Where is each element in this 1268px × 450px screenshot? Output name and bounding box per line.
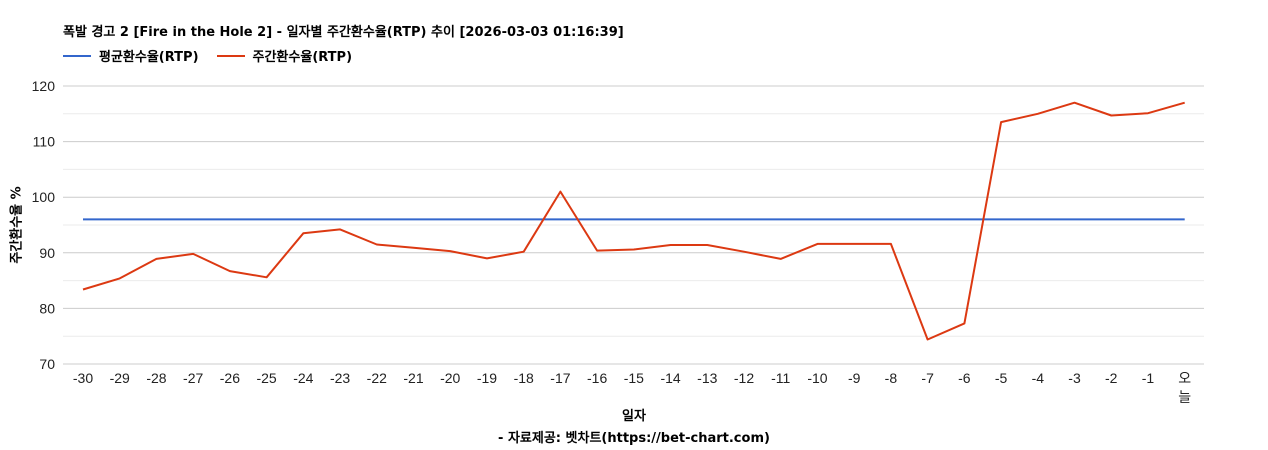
gridlines [63, 85, 1204, 365]
x-tick-label: -24 [293, 370, 313, 386]
x-tick-label: -25 [256, 370, 276, 386]
legend-label: 주간환수율(RTP) [252, 50, 353, 65]
series-line[interactable] [82, 101, 1185, 341]
x-tick-label: -10 [807, 370, 827, 386]
x-tick-label: -26 [220, 370, 240, 386]
legend-line-icon [63, 54, 91, 57]
x-axis-label: 일자 [622, 409, 646, 424]
x-tick-label: -20 [440, 370, 460, 386]
chart-title: 폭발 경고 2 [Fire in the Hole 2] - 일자별 주간환수율… [63, 25, 624, 40]
x-tick-label: -5 [995, 370, 1008, 386]
legend-item-weekly-rtp[interactable]: 주간환수율(RTP) [216, 46, 353, 65]
x-tick-label: -8 [885, 370, 898, 386]
x-tick-label: -13 [697, 370, 717, 386]
x-tick-label: -21 [403, 370, 423, 386]
x-tick-label: -7 [921, 370, 934, 386]
y-tick-label: 100 [32, 189, 56, 205]
x-axis-ticks: -30 -29 -28 -27 -26 -25 -24 -23 -22 -21 -20 -19 -18-… [73, 370, 1191, 405]
x-tick-label: -22 [367, 370, 387, 386]
x-tick-label: -23 [330, 370, 350, 386]
x-tick-label: -11 [771, 370, 790, 386]
x-tick-label: -9 [848, 370, 861, 386]
x-tick-label: -17 [550, 370, 570, 386]
series-lines [82, 101, 1185, 341]
x-tick-label: -4 [1032, 370, 1045, 386]
x-tick-label: -27 [183, 370, 203, 386]
x-tick-label: -14 [660, 370, 680, 386]
x-tick-label: -18 [514, 370, 534, 386]
legend-item-average-rtp[interactable]: 평균환수율(RTP) [63, 46, 199, 65]
x-tick-label: -6 [958, 370, 971, 386]
y-tick-label: 90 [39, 245, 55, 261]
x-tick-label: -2 [1105, 370, 1118, 386]
x-tick-label: -28 [146, 370, 166, 386]
x-tick-label: -12 [734, 370, 754, 386]
x-tick-label: 늘 [1178, 389, 1191, 405]
x-tick-label: -15 [624, 370, 644, 386]
y-tick-label: 70 [39, 356, 55, 372]
y-tick-label: 120 [32, 78, 56, 94]
x-tick-label: 오 [1178, 370, 1191, 386]
x-tick-label: -19 [477, 370, 497, 386]
y-tick-label: 80 [39, 300, 55, 316]
x-tick-label: -16 [587, 370, 607, 386]
x-tick-label: -1 [1142, 370, 1155, 386]
legend-label: 평균환수율(RTP) [99, 50, 199, 65]
y-axis-label: 주간환수율 % [9, 186, 25, 264]
data-source-credit: - 자료제공: 벳차트(https://bet-chart.com) [498, 431, 770, 446]
legend-line-icon [216, 54, 245, 57]
chart-legend: 평균환수율(RTP) 주간환수율(RTP) [63, 46, 370, 65]
x-tick-label: -30 [73, 370, 93, 386]
y-axis-ticks: 70 80 90 100 110 120 [32, 78, 56, 372]
y-tick-label: 110 [33, 134, 56, 150]
x-tick-label: -3 [1068, 370, 1081, 386]
x-tick-label: -29 [110, 370, 130, 386]
